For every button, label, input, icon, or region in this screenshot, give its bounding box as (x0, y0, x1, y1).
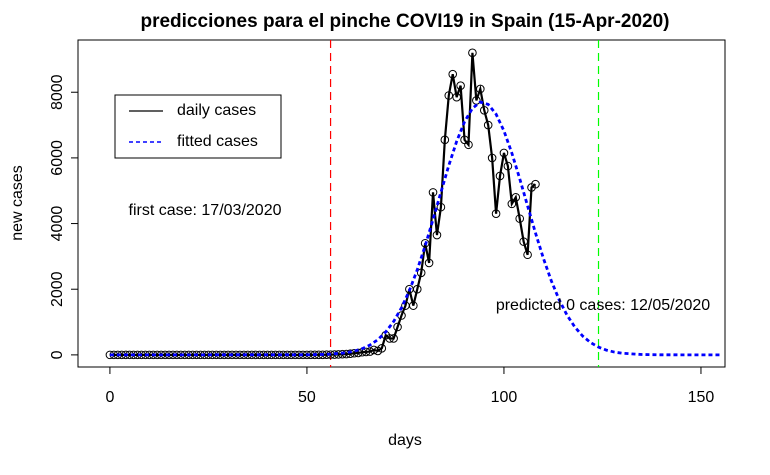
annotation: predicted 0 cases: 12/05/2020 (496, 297, 710, 314)
data-point (393, 322, 402, 332)
data-point (531, 179, 540, 189)
data-point (361, 347, 371, 357)
data-point (420, 238, 430, 248)
chart-title: predicciones para el pinche COVI19 in Sp… (140, 11, 669, 32)
data-point (448, 69, 458, 79)
y-tick-label: 8000 (49, 74, 66, 110)
data-point (412, 284, 422, 294)
data-point (495, 171, 505, 181)
series-line (109, 100, 721, 357)
data-point (456, 81, 465, 90)
x-tick-label: 150 (688, 389, 715, 406)
data-point (436, 202, 446, 212)
legend-box (114, 94, 282, 159)
x-axis-label: days (388, 432, 422, 449)
data-point (503, 161, 513, 171)
data-point (377, 344, 387, 353)
data-point (444, 91, 454, 100)
data-point (515, 214, 525, 223)
data-point (432, 230, 442, 240)
data-point (523, 250, 532, 260)
legend-label: fitted cases (177, 133, 258, 150)
data-point (507, 199, 517, 209)
data-point (369, 345, 379, 355)
data-point (487, 153, 497, 163)
data-point (476, 84, 485, 94)
data-point (416, 268, 426, 278)
data-point (499, 148, 509, 158)
annotation: first case: 17/03/2020 (129, 202, 282, 219)
data-point (424, 258, 434, 268)
y-axis-label: new cases (9, 165, 26, 241)
y-tick-label: 0 (49, 350, 66, 359)
data-point (479, 105, 489, 115)
data-point (452, 92, 461, 102)
data-point (428, 188, 438, 197)
legend-label: daily cases (177, 102, 256, 119)
data-point (389, 334, 398, 343)
data-point (519, 237, 528, 246)
x-tick-label: 100 (491, 389, 518, 406)
data-point (468, 48, 477, 58)
data-point (491, 209, 501, 219)
y-tick-label: 6000 (49, 140, 66, 176)
y-tick-label: 2000 (49, 271, 66, 307)
data-point (440, 135, 450, 145)
y-tick-label: 4000 (49, 206, 66, 242)
data-point (385, 334, 394, 343)
x-tick-label: 0 (105, 389, 114, 406)
data-point (464, 140, 473, 150)
data-point (409, 301, 418, 310)
data-point (483, 120, 493, 130)
data-point (511, 192, 521, 202)
x-tick-label: 50 (298, 389, 316, 406)
